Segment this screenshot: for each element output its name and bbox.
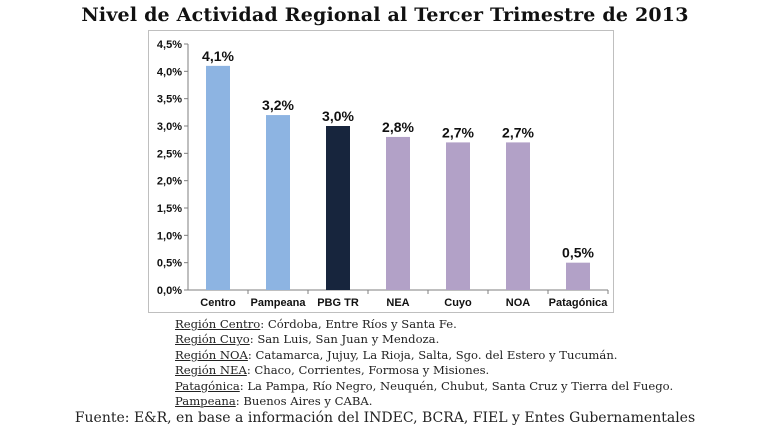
- note-key: Región NEA: [175, 363, 247, 378]
- y-tick-label: 4,5%: [157, 39, 182, 51]
- note-nea: Región NEA: Chaco, Corrientes, Formosa y…: [175, 363, 673, 378]
- note-centro: Región Centro: Córdoba, Entre Ríos y San…: [175, 317, 673, 332]
- note-text: : La Pampa, Río Negro, Neuquén, Chubut, …: [239, 378, 674, 393]
- y-tick-label: 1,5%: [157, 203, 182, 215]
- y-tick-label: 2,0%: [157, 176, 182, 188]
- bar-value-label: 0,5%: [562, 245, 594, 261]
- chart-title: Nivel de Actividad Regional al Tercer Tr…: [81, 4, 689, 26]
- chart-frame: [148, 30, 614, 313]
- bar-value-label: 4,1%: [202, 48, 234, 64]
- x-tick-label: NOA: [506, 297, 531, 309]
- y-tick-label: 3,0%: [157, 121, 182, 133]
- note-pampeana: Pampeana: Buenos Aires y CABA.: [175, 394, 673, 409]
- bar: [566, 262, 590, 290]
- bar: [506, 142, 530, 290]
- note-cuyo: Región Cuyo: San Luis, San Juan y Mendoz…: [175, 332, 673, 347]
- y-tick-label: 2,5%: [157, 148, 182, 160]
- bar: [326, 126, 350, 290]
- note-text: : Buenos Aires y CABA.: [235, 394, 373, 409]
- bar: [266, 115, 290, 290]
- x-tick-label: NEA: [386, 297, 409, 309]
- bar: [446, 142, 470, 290]
- x-tick-label: PBG TR: [317, 297, 359, 309]
- x-tick-label: Pampeana: [250, 297, 306, 309]
- y-tick-label: 4,0%: [157, 66, 182, 78]
- y-tick-label: 0,0%: [157, 285, 182, 297]
- note-key: Patagónica: [175, 378, 240, 393]
- y-tick-label: 0,5%: [157, 258, 182, 270]
- x-tick-label: Cuyo: [444, 297, 472, 309]
- note-key: Región Cuyo: [175, 332, 250, 347]
- note-key: Pampeana: [175, 394, 236, 409]
- x-tick-label: Centro: [200, 297, 236, 309]
- note-text: : Chaco, Corrientes, Formosa y Misiones.: [246, 363, 490, 378]
- bar-value-label: 3,0%: [322, 108, 354, 124]
- note-text: : Córdoba, Entre Ríos y Santa Fe.: [260, 317, 457, 331]
- bar: [386, 136, 410, 290]
- bar: [206, 65, 230, 290]
- note-text: : San Luis, San Juan y Mendoza.: [249, 332, 440, 347]
- note-key: Región Centro: [175, 317, 261, 331]
- y-tick-label: 1,0%: [157, 230, 182, 242]
- bar-value-label: 2,7%: [442, 124, 474, 140]
- note-key: Región NOA: [175, 347, 248, 362]
- bar-value-label: 3,2%: [262, 97, 294, 113]
- note-patagonica: Patagónica: La Pampa, Río Negro, Neuquén…: [175, 379, 673, 394]
- region-notes: Región Centro: Córdoba, Entre Ríos y San…: [175, 317, 673, 409]
- y-tick-label: 3,5%: [157, 94, 182, 106]
- x-tick-label: Patagónica: [549, 297, 609, 309]
- bar-value-label: 2,7%: [502, 124, 534, 140]
- bar-value-label: 2,8%: [382, 119, 414, 135]
- source-note: Fuente: E&R, en base a información del I…: [74, 410, 696, 426]
- note-text: : Catamarca, Jujuy, La Rioja, Salta, Sgo…: [247, 347, 618, 362]
- note-noa: Región NOA: Catamarca, Jujuy, La Rioja, …: [175, 348, 673, 363]
